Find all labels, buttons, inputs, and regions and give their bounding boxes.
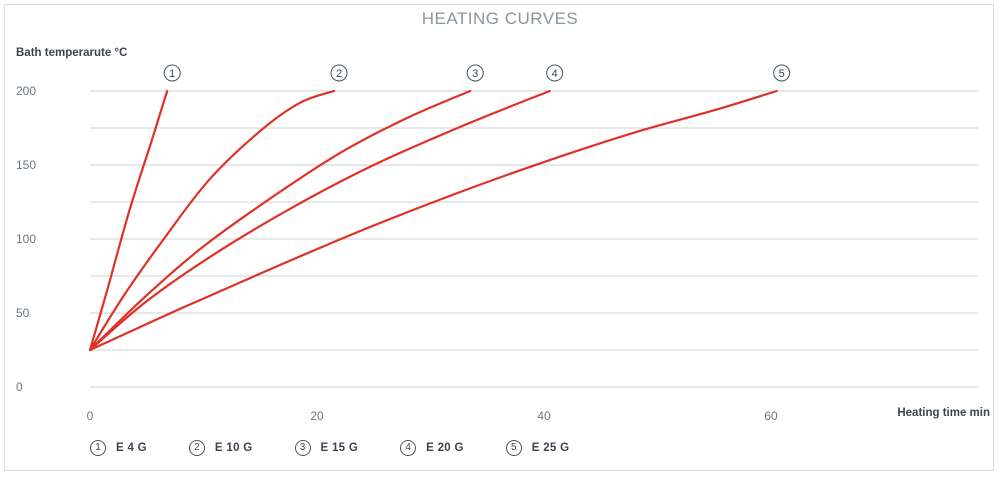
- y-tick-label: 100: [16, 232, 36, 246]
- legend-number: 5: [505, 440, 522, 456]
- legend-label: E 20 G: [426, 442, 464, 454]
- legend-label: E 4 G: [116, 442, 147, 454]
- legend-item: 4 E 20 G: [400, 440, 464, 456]
- series-line-2: [88, 89, 336, 352]
- series-marker-4: [546, 64, 564, 82]
- y-tick-label: 200: [16, 84, 36, 98]
- series-marker-label: 1: [169, 68, 175, 80]
- series-marker-2: [330, 64, 348, 82]
- legend-number: 1: [90, 440, 106, 456]
- series-marker-5: [773, 64, 791, 82]
- y-tick-label: 50: [16, 306, 30, 320]
- series-marker-label: 3: [472, 68, 478, 80]
- series-line-3: [88, 89, 472, 352]
- legend-label: E 25 G: [531, 442, 570, 454]
- y-tick-label: 0: [16, 380, 23, 394]
- x-tick-label: 20: [310, 409, 324, 423]
- legend-number: 4: [400, 440, 417, 456]
- legend-item: 1 E 4 G: [90, 440, 147, 456]
- legend-item: 5 E 25 G: [505, 440, 570, 456]
- series-marker-label: 2: [336, 68, 342, 80]
- legend-item: 3 E 15 G: [294, 440, 359, 456]
- legend: 1 E 4 G 2 E 10 G 3 E 15 G 4 E 20 G 5 E 25 G: [90, 440, 611, 456]
- legend-label: E 15 G: [320, 442, 359, 454]
- series-line-1: [88, 89, 169, 352]
- y-tick-label: 150: [16, 158, 36, 172]
- legend-item: 2 E 10 G: [188, 440, 253, 456]
- legend-number: 2: [188, 440, 205, 456]
- legend-number: 3: [294, 440, 311, 456]
- x-axis-label: Heating time min: [897, 407, 990, 419]
- chart-title: HEATING CURVES: [421, 9, 579, 28]
- y-axis-label: Bath temperarute °C: [16, 47, 128, 59]
- series-marker-3: [466, 64, 484, 82]
- x-tick-label: 0: [87, 409, 94, 423]
- legend-label: E 10 G: [214, 442, 253, 454]
- series-line-5: [88, 89, 778, 352]
- series-marker-label: 5: [779, 68, 785, 80]
- series-line-4: [88, 89, 551, 352]
- x-tick-label: 40: [537, 409, 551, 423]
- series-marker-1: [163, 64, 181, 82]
- series-marker-label: 4: [552, 68, 558, 80]
- chart-frame: [4, 4, 994, 471]
- x-tick-label: 60: [764, 409, 778, 423]
